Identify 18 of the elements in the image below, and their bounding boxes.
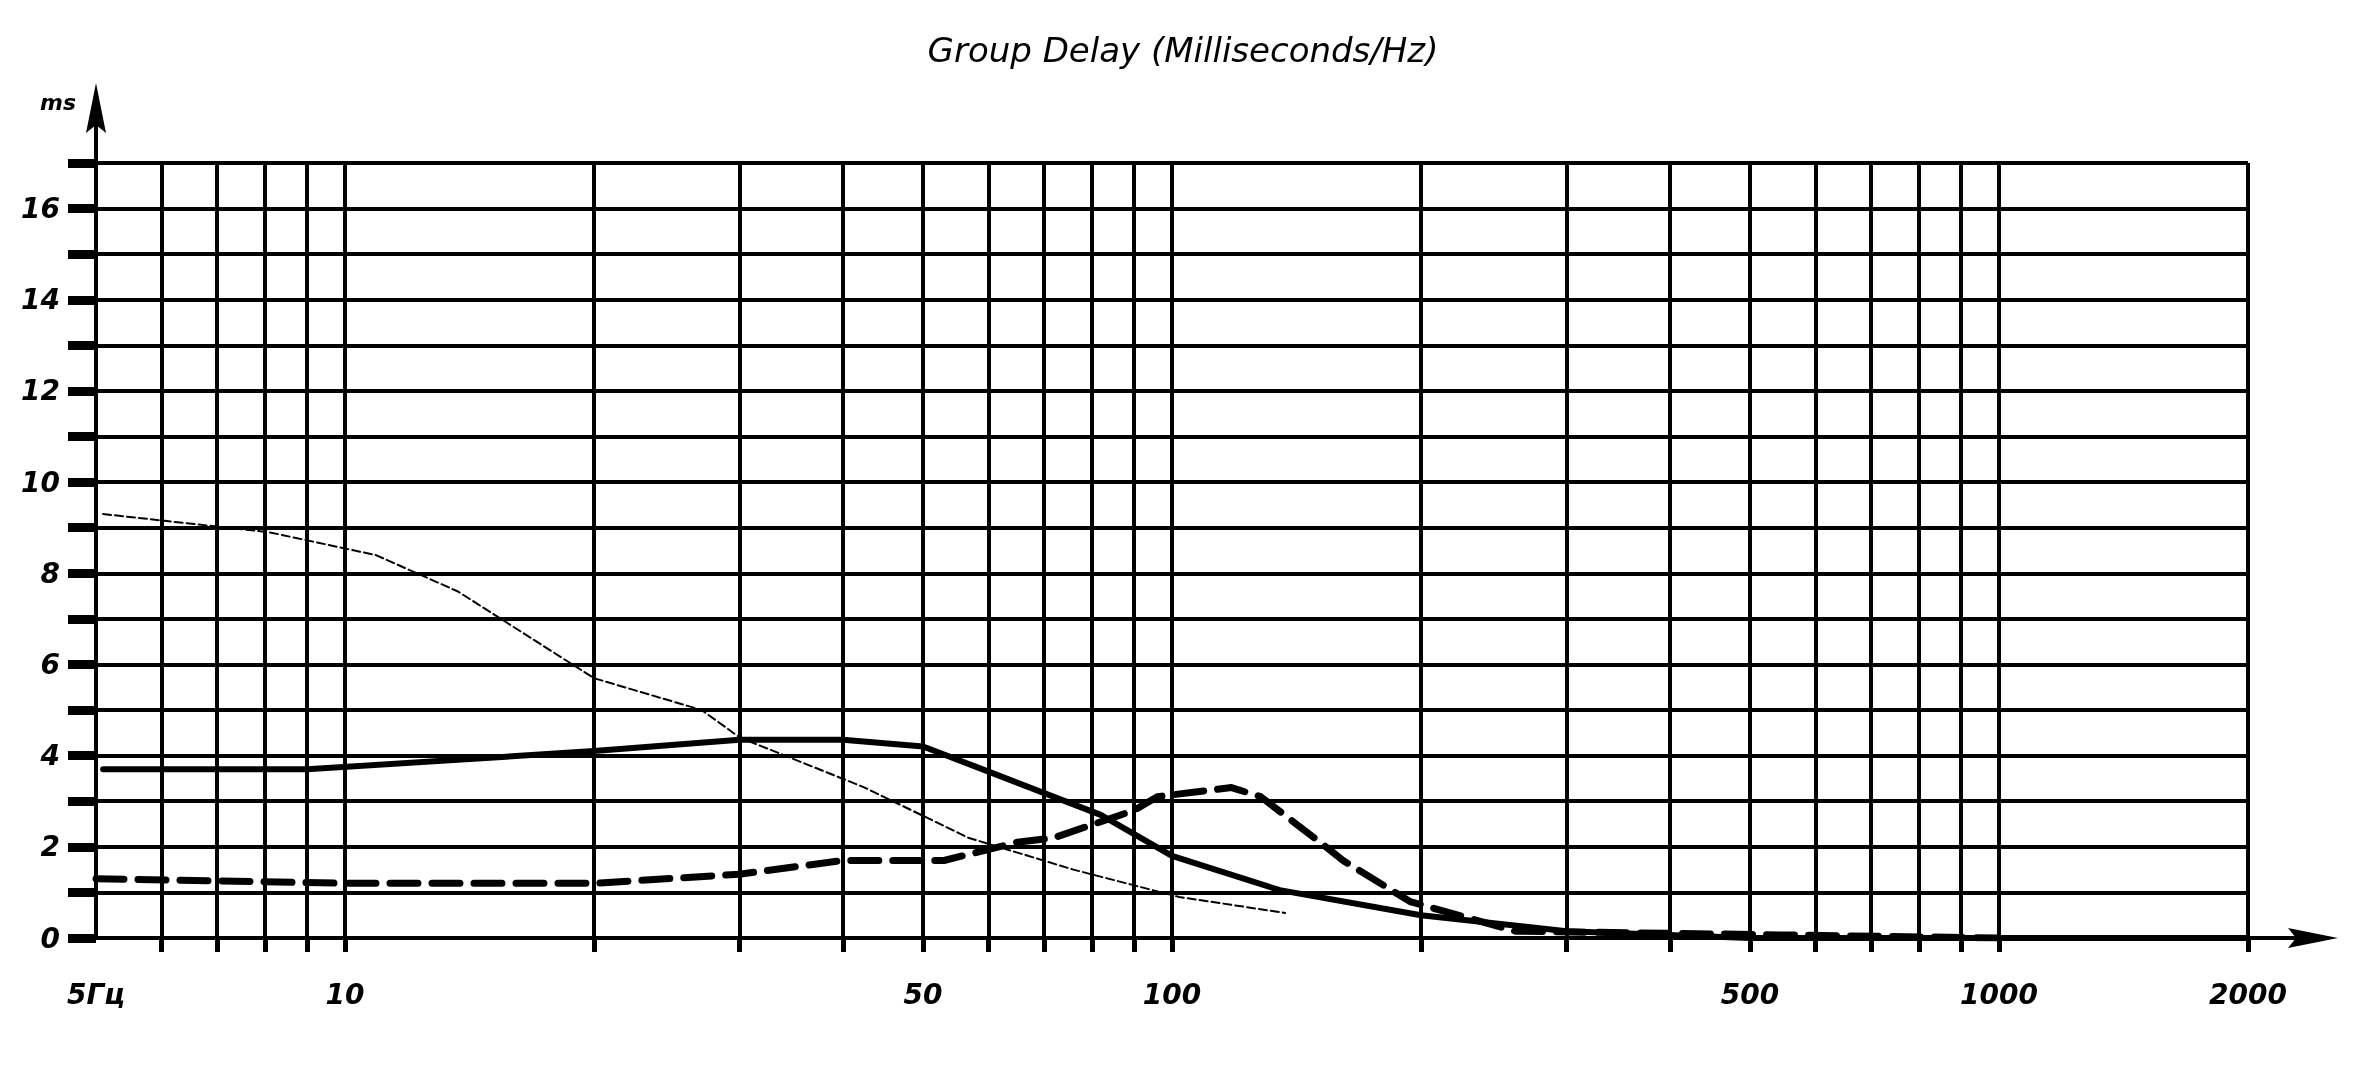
y-tick-label: 4 — [39, 739, 60, 773]
y-tick-label: 2 — [40, 830, 60, 864]
x-tick-label: 5Гц — [66, 977, 126, 1011]
x-tick-label: 2000 — [2209, 977, 2287, 1011]
y-tick-label: 0 — [40, 921, 60, 955]
x-tick-label: 100 — [1142, 977, 1202, 1011]
chart-title: Group Delay (Milliseconds/Hz) — [927, 30, 1439, 70]
y-tick-label: 8 — [40, 556, 60, 590]
x-tick-label: 500 — [1720, 977, 1780, 1011]
y-tick-label: 14 — [21, 283, 60, 317]
x-tick-label: 1000 — [1960, 977, 2039, 1011]
x-tick-label: 50 — [903, 977, 943, 1011]
y-tick-label: 10 — [21, 465, 60, 499]
y-tick-label: 12 — [21, 374, 60, 408]
x-tick-label: 10 — [325, 977, 365, 1011]
y-tick-label: 16 — [21, 192, 60, 226]
y-tick-label: 6 — [40, 647, 60, 681]
y-axis-title: ms — [39, 89, 76, 115]
